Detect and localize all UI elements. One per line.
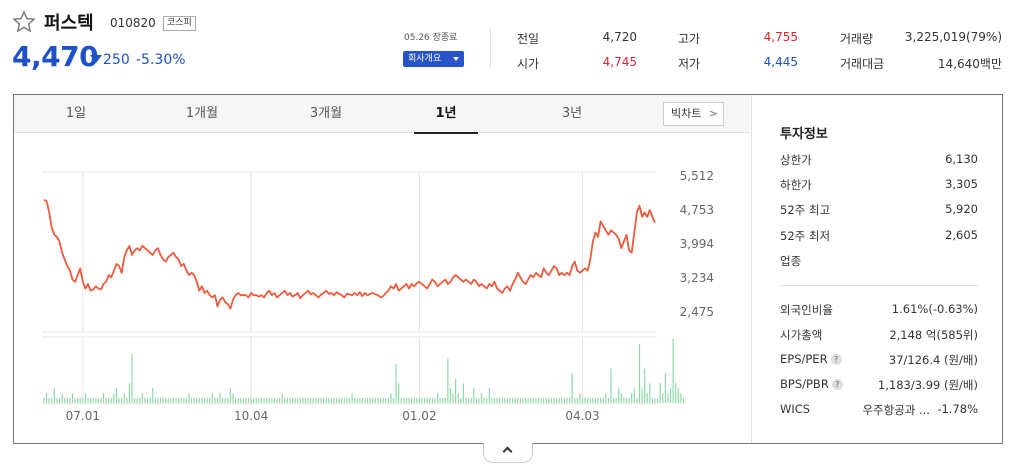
foreign-label: 외국인비율 xyxy=(780,303,833,317)
prev-close-label: 전일 xyxy=(517,32,540,46)
tab-3m[interactable]: 3개월 xyxy=(309,106,343,121)
high52-value: 5,920 xyxy=(945,202,978,216)
low52-row: 52주 최저 2,605 xyxy=(780,228,978,246)
high52-row: 52주 최고 5,920 xyxy=(780,202,978,220)
x-tick-label: 07.01 xyxy=(66,409,100,423)
volume-value: 3,225,019(79%) xyxy=(904,30,1002,44)
wics-sector-link[interactable]: 우주항공과 ... xyxy=(862,403,930,417)
collapse-handle[interactable] xyxy=(483,443,533,463)
current-price: 4,470 xyxy=(12,40,99,73)
high52-label: 52주 최고 xyxy=(780,203,831,217)
y-tick-label: 5,512 xyxy=(680,169,714,183)
caret-down-icon xyxy=(453,57,459,61)
lower-limit-value: 3,305 xyxy=(945,177,978,191)
favorite-star-icon[interactable] xyxy=(12,10,36,34)
x-tick-label: 01.02 xyxy=(402,409,436,423)
volume-label: 거래량 xyxy=(840,32,874,46)
chart-panel: 1일 1개월 3개월 1년 3년 빅차트 > 5,512 4,753 3,994 3,… xyxy=(13,94,1003,444)
upper-limit-label: 상한가 xyxy=(780,153,812,167)
bigchart-label: 빅차트 xyxy=(671,107,702,120)
low-label: 저가 xyxy=(678,57,701,71)
wics-change: -1.78% xyxy=(937,402,978,416)
investment-info: 투자정보 상한가 6,130 하한가 3,305 52주 최고 5,920 52… xyxy=(751,95,1003,443)
company-overview-button[interactable]: 회사개요 xyxy=(403,51,464,67)
tab-3y[interactable]: 3년 xyxy=(561,106,583,121)
mcap-label: 시가총액 xyxy=(780,328,823,342)
upper-limit-row: 상한가 6,130 xyxy=(780,152,978,170)
help-icon[interactable]: ? xyxy=(831,379,843,390)
eps-label-wrap: EPS/PER? xyxy=(780,352,842,366)
stock-header: 퍼스텍 010820 코스피 4,470 250 -5.30% 05.26 장종… xyxy=(0,0,1013,90)
chevron-up-icon xyxy=(502,446,513,457)
stock-name[interactable]: 퍼스텍 xyxy=(44,13,94,34)
x-tick-label: 10.04 xyxy=(234,409,268,423)
period-tabs: 1일 1개월 3개월 1년 3년 빅차트 > xyxy=(14,95,750,134)
chevron-right-icon: > xyxy=(708,107,718,120)
market-badge: 코스피 xyxy=(163,16,196,31)
foreign-row: 외국인비율 1.61%(-0.63%) xyxy=(780,302,978,320)
price-change-percent: -5.30% xyxy=(136,52,186,68)
low-value: 4,445 xyxy=(763,55,798,69)
lower-limit-label: 하한가 xyxy=(780,178,812,192)
market-close-status: 05.26 장종료 xyxy=(404,33,458,43)
upper-limit-value: 6,130 xyxy=(945,152,978,166)
amount-value: 14,640백만 xyxy=(937,57,1002,71)
y-tick-label: 3,234 xyxy=(680,271,714,285)
tab-1y[interactable]: 1년 xyxy=(409,95,483,134)
eps-row: EPS/PER? 37/126.4 (원/배) xyxy=(780,352,978,370)
sector-row: 업종 xyxy=(780,253,978,271)
x-tick-label: 04.03 xyxy=(565,409,599,423)
wics-row: WICS 우주항공과 ... -1.78% xyxy=(780,402,978,420)
y-tick-label: 3,994 xyxy=(680,237,714,251)
y-tick-label: 2,475 xyxy=(680,305,714,319)
investment-info-title: 투자정보 xyxy=(780,127,828,142)
mcap-row: 시가총액 2,148 억(585위) xyxy=(780,327,978,345)
price-change: 250 xyxy=(103,52,130,68)
bps-row: BPS/PBR? 1,183/3.99 (원/배) xyxy=(780,377,978,395)
divider xyxy=(490,28,491,68)
high-value: 4,755 xyxy=(763,30,798,44)
y-tick-label: 4,753 xyxy=(680,203,714,217)
help-icon[interactable]: ? xyxy=(830,354,842,365)
bps-value: 1,183/3.99 (원/배) xyxy=(877,378,978,392)
bigchart-button[interactable]: 빅차트 > xyxy=(663,102,724,126)
low52-label: 52주 최저 xyxy=(780,229,831,243)
bps-label: BPS/PBR xyxy=(780,377,829,391)
down-arrow-icon xyxy=(90,55,102,63)
stock-code: 010820 xyxy=(110,16,156,30)
prev-close-value: 4,720 xyxy=(602,30,637,44)
eps-value: 37/126.4 (원/배) xyxy=(888,353,978,367)
bps-label-wrap: BPS/PBR? xyxy=(780,377,843,391)
sector-label: 업종 xyxy=(780,254,802,268)
open-value: 4,745 xyxy=(602,55,637,69)
lower-limit-row: 하한가 3,305 xyxy=(780,177,978,195)
low52-value: 2,605 xyxy=(945,228,978,242)
tab-1d[interactable]: 1일 xyxy=(65,106,87,121)
foreign-value: 1.61%(-0.63%) xyxy=(891,302,978,316)
mcap-value: 2,148 억(585위) xyxy=(889,328,978,342)
divider xyxy=(780,285,978,286)
high-label: 고가 xyxy=(678,32,701,46)
amount-label: 거래대금 xyxy=(840,57,885,71)
eps-label: EPS/PER xyxy=(780,352,828,366)
open-label: 시가 xyxy=(517,57,540,71)
price-chart[interactable]: 5,512 4,753 3,994 3,234 2,475 07.01 10.04 01.02… xyxy=(14,134,750,444)
wics-label: WICS xyxy=(780,402,811,416)
tab-1m[interactable]: 1개월 xyxy=(185,106,219,121)
price-line xyxy=(43,199,656,310)
company-overview-label: 회사개요 xyxy=(408,54,442,64)
